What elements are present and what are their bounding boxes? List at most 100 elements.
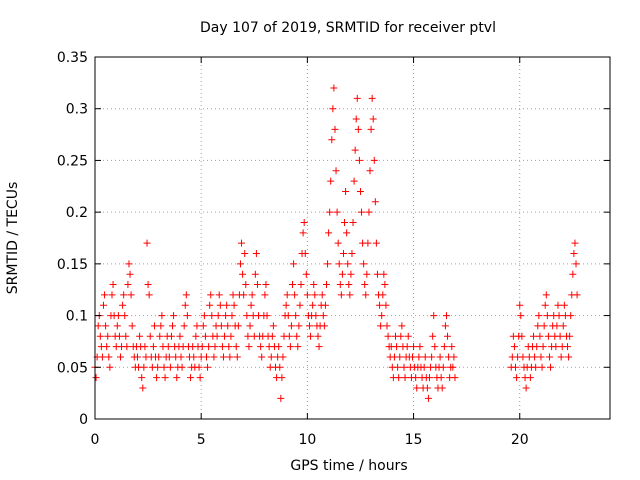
data-point (205, 343, 213, 351)
data-point (216, 301, 224, 309)
data-point (534, 322, 542, 330)
data-point (292, 312, 300, 320)
data-point (153, 374, 161, 382)
data-point (181, 301, 189, 309)
data-point (384, 332, 392, 340)
data-point (522, 384, 530, 392)
data-point (257, 343, 265, 351)
data-point (269, 322, 277, 330)
data-point (120, 291, 128, 299)
data-point (213, 332, 221, 340)
data-point (193, 322, 201, 330)
data-point (413, 384, 421, 392)
data-point (263, 312, 271, 320)
data-point (552, 343, 560, 351)
data-point (325, 229, 333, 237)
data-point (268, 332, 276, 340)
data-point (299, 229, 307, 237)
data-point (511, 363, 519, 371)
data-point (328, 136, 336, 144)
data-point (154, 363, 162, 371)
data-point (252, 250, 260, 258)
y-tick-label: 0.05 (57, 360, 88, 376)
data-point (149, 343, 157, 351)
data-point (404, 332, 412, 340)
data-point (286, 343, 294, 351)
data-point (144, 281, 152, 289)
data-point (138, 374, 146, 382)
data-point (127, 291, 135, 299)
data-point (570, 250, 578, 258)
data-point (564, 343, 572, 351)
data-point (180, 322, 188, 330)
data-point (423, 384, 431, 392)
data-point (370, 156, 378, 164)
data-point (519, 353, 527, 361)
data-point (526, 374, 534, 382)
data-point (420, 363, 428, 371)
data-point (518, 332, 526, 340)
data-point (381, 281, 389, 289)
data-point (303, 291, 311, 299)
data-point (556, 332, 564, 340)
data-point (517, 312, 525, 320)
data-point (531, 353, 539, 361)
data-point (116, 353, 124, 361)
data-point (401, 374, 409, 382)
data-point (349, 218, 357, 226)
data-point (327, 177, 335, 185)
data-point (243, 312, 251, 320)
data-point (232, 343, 240, 351)
data-point (342, 187, 350, 195)
data-point (365, 208, 373, 216)
data-point (431, 343, 439, 351)
data-point (530, 332, 538, 340)
data-point (362, 291, 370, 299)
data-point (309, 301, 317, 309)
data-point (167, 332, 175, 340)
data-point (143, 239, 151, 247)
data-point (353, 94, 361, 102)
data-point (355, 156, 363, 164)
data-point (444, 332, 452, 340)
data-point (451, 374, 459, 382)
data-point (368, 94, 376, 102)
data-point (173, 374, 181, 382)
data-point (350, 177, 358, 185)
data-point (164, 343, 172, 351)
data-point (98, 353, 106, 361)
data-point (538, 363, 546, 371)
data-point (301, 250, 309, 258)
data-point (183, 312, 191, 320)
data-point (141, 343, 149, 351)
data-point (206, 301, 214, 309)
data-point (262, 281, 270, 289)
data-point (333, 208, 341, 216)
data-point (245, 343, 253, 351)
data-point (124, 281, 132, 289)
data-point (224, 322, 232, 330)
data-point (396, 353, 404, 361)
data-point (559, 322, 567, 330)
data-point (229, 291, 237, 299)
data-point (421, 353, 429, 361)
data-point (541, 301, 549, 309)
data-point (341, 218, 349, 226)
data-point (234, 322, 242, 330)
data-point (253, 281, 261, 289)
data-point (305, 322, 313, 330)
data-point (394, 363, 402, 371)
data-point (424, 394, 432, 402)
plot-border (94, 56, 611, 420)
data-point (279, 353, 287, 361)
data-point (293, 332, 301, 340)
data-point (204, 363, 212, 371)
data-point (94, 322, 102, 330)
data-point (356, 187, 364, 195)
x-tick-label: 0 (91, 432, 100, 448)
y-tick-label: 0.1 (66, 309, 88, 325)
data-point (150, 322, 158, 330)
data-point (535, 312, 543, 320)
data-point (373, 270, 381, 278)
chart-title: Day 107 of 2019, SRMTID for receiver ptv… (200, 20, 496, 36)
